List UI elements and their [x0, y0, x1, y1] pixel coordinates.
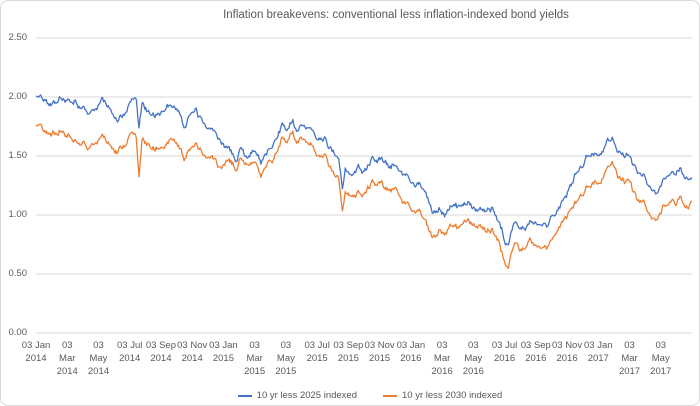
x-tick-line: 2015 [369, 353, 391, 364]
x-tick-line: 2016 [493, 353, 516, 364]
legend-line-swatch [383, 394, 397, 397]
series-line-2025 [35, 94, 693, 246]
x-tick-line: 03 Sep [520, 340, 551, 351]
x-tick-line: 2016 [556, 353, 578, 364]
x-tick-label: 03 Nov 2015 [362, 339, 398, 365]
x-tick-line: 2017 [650, 366, 672, 377]
x-tick-line: 2014 [119, 353, 141, 364]
x-tick-line: Mar [433, 353, 451, 364]
x-tick-line: 2014 [150, 353, 172, 364]
x-tick-line: 03 Nov [364, 340, 395, 351]
y-tick-label: 0.00 [8, 327, 28, 338]
x-tick-line: 03 [61, 340, 73, 351]
y-tick-label: 1.00 [8, 209, 28, 220]
x-tick-line: 2015 [337, 353, 359, 364]
y-tick-label: 1.50 [8, 150, 28, 161]
x-tick-line: 03 [655, 340, 667, 351]
x-tick-line: 03 Sep [145, 340, 176, 351]
chart-title: Inflation breakevens: conventional less … [223, 9, 569, 21]
x-tick-label: 03 Jul 2014 [112, 339, 148, 365]
x-tick-line: Mar [59, 353, 76, 364]
x-tick-label: 03 Mar 2014 [49, 339, 85, 378]
x-tick-label: 03 Nov 2016 [549, 339, 585, 365]
legend: 10 yr less 2025 indexed 10 yr less 2030 i… [1, 390, 699, 401]
x-tick-label: 03 Mar 2017 [612, 339, 648, 378]
x-tick-label: 03 May 2017 [643, 339, 679, 378]
x-tick-label: 03 Jan 2015 [205, 339, 241, 365]
x-tick-line: 03 Jan [584, 340, 613, 351]
x-tick-line: 03 Jan [396, 340, 426, 351]
y-tick-label: 2.50 [8, 32, 28, 43]
y-tick-label: 0.50 [8, 268, 28, 279]
x-tick-line: 03 [624, 340, 635, 351]
legend-label: 10 yr less 2025 indexed [256, 390, 357, 401]
x-tick-line: 03 Jan [21, 340, 51, 351]
x-tick-line: 2015 [212, 353, 234, 364]
x-tick-line: 2016 [462, 366, 484, 377]
x-tick-line: 03 [436, 340, 448, 351]
x-tick-line: 03 [249, 340, 260, 351]
series-line-2030 [35, 123, 693, 269]
x-tick-line: 03 Jul [304, 340, 330, 351]
x-tick-line: 2016 [525, 353, 547, 364]
x-tick-line: 03 [280, 340, 292, 351]
x-tick-line: May [464, 353, 483, 364]
x-tick-line: May [276, 353, 295, 364]
x-tick-label: 03 Jul 2015 [299, 339, 335, 365]
y-tick-label: 2.00 [8, 91, 28, 102]
legend-item-2025[interactable]: 10 yr less 2025 indexed [237, 390, 357, 401]
x-tick-line: 03 Nov [551, 340, 583, 351]
x-tick-line: 03 Jan [209, 340, 238, 351]
x-tick-line: Mar [246, 353, 263, 364]
x-tick-label: 03 Jan 2014 [18, 339, 54, 365]
x-tick-line: 03 Jul [491, 340, 518, 351]
x-tick-line: 2014 [25, 353, 47, 364]
x-tick-label: 03 Jan 2016 [393, 339, 429, 365]
x-tick-label: 03 Nov 2014 [174, 339, 210, 365]
x-tick-line: 03 Nov [177, 340, 208, 351]
x-tick-line: 2015 [244, 366, 266, 377]
legend-label: 10 yr less 2030 indexed [402, 390, 503, 401]
x-tick-line: 2015 [275, 366, 297, 377]
legend-line-swatch [237, 394, 252, 397]
x-tick-line: 03 [468, 340, 479, 351]
x-tick-label: 03 May 2014 [80, 339, 116, 378]
x-tick-label: 03 Jan 2017 [580, 339, 616, 365]
x-tick-line: 2016 [431, 366, 453, 377]
x-tick-line: 2015 [306, 353, 328, 364]
x-tick-line: 2016 [400, 353, 422, 364]
x-tick-line: 03 Sep [333, 340, 364, 351]
legend-item-2030[interactable]: 10 yr less 2030 indexed [383, 390, 502, 401]
x-tick-label: 03 Mar 2015 [237, 339, 273, 378]
x-tick-label: 03 Sep 2016 [518, 339, 554, 365]
x-tick-line: Mar [621, 353, 638, 364]
x-tick-label: 03 May 2015 [268, 339, 304, 378]
x-tick-line: 03 Jul [117, 340, 143, 351]
x-tick-line: May [651, 353, 670, 364]
x-tick-label: 03 Jul 2016 [487, 339, 523, 365]
x-tick-line: 03 [93, 340, 104, 351]
x-tick-line: 2017 [587, 353, 609, 364]
x-tick-line: 2014 [87, 366, 110, 377]
x-tick-line: 2017 [618, 366, 641, 377]
x-tick-label: 03 Sep 2014 [143, 339, 179, 365]
x-tick-line: 2014 [181, 353, 203, 364]
x-tick-label: 03 Mar 2016 [424, 339, 460, 378]
x-tick-line: May [89, 353, 108, 364]
x-tick-label: 03 Sep 2015 [330, 339, 366, 365]
x-tick-line: 2014 [56, 366, 78, 377]
x-tick-label: 03 May 2016 [455, 339, 491, 378]
